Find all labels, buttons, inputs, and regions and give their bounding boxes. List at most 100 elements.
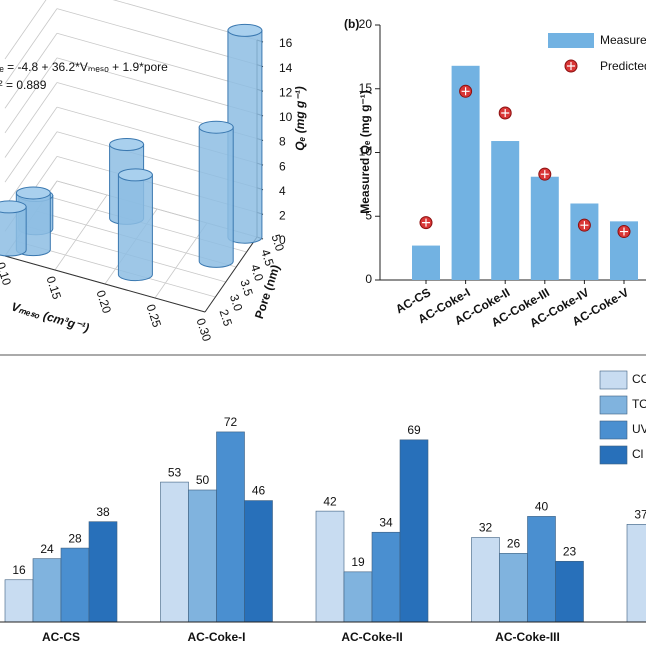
grid-line [112,0,258,41]
y-tick-label: 5.0 [269,233,288,254]
value-label: 24 [40,542,54,556]
y-tick-label: 3.5 [237,278,256,299]
marker-cross [461,87,470,96]
value-label: 72 [224,415,238,429]
marker-cross [620,227,628,236]
x-tick-label: AC-Coke-II [341,630,402,644]
value-label: 16 [12,563,26,577]
cylinder-top [0,200,27,214]
z-tick-label: 12 [279,85,293,99]
y-axis [204,236,258,313]
bar [399,439,429,623]
x-tick-label: AC-Coke-III [495,630,560,644]
y-tick-label: 20 [359,17,373,31]
cylinder-body [0,206,27,257]
marker-cross [580,221,589,230]
bar [4,579,34,623]
y-tick-label: 3.0 [227,293,246,314]
value-label: 37 [634,507,646,521]
bar [412,245,440,280]
annotation: Qₑ = -4.8 + 36.2*Vₘₑₛₒ + 1.9*pore [0,60,168,74]
predicted-marker [419,216,433,230]
grid-line [56,57,258,115]
cylinder-body [117,174,153,282]
cylinder-top [227,23,263,37]
bar [451,65,480,280]
y-tick-label: 4.5 [258,248,277,269]
z-tick-label: 4 [279,184,286,198]
cylinder-top [117,168,153,182]
x-tick-label: AC-Coke-I [187,630,245,644]
z-tick-label: 14 [279,61,293,75]
x-tick-label: 0.30 [194,316,215,343]
z-tick-label: 16 [279,36,293,50]
z-tick-label: 10 [279,110,293,124]
predicted-marker [459,84,473,98]
legend-label: UV [632,422,646,436]
predicted-marker [498,106,512,120]
z-axis-title: Qₑ (mg g⁻¹) [293,86,307,150]
x-tick-label: 0.20 [94,288,115,315]
predicted-marker [577,218,591,232]
cylinder [198,120,234,268]
grid-line [54,194,108,271]
cylinder-body [198,126,234,268]
bar [471,537,500,623]
x-tick-label: 0.15 [44,274,65,301]
legend-swatch [599,420,628,440]
grid-line [4,8,58,84]
legend-marker-cross [567,62,575,70]
predicted-marker [538,167,552,181]
value-label: 69 [407,423,421,437]
value-label: 34 [379,515,393,529]
legend-label: Predicted [600,59,646,73]
bar [555,560,584,623]
legend-label: TO [632,397,646,411]
legend-label: CO [632,372,646,386]
bar [499,553,528,623]
legend-swatch [599,370,628,390]
cylinder [227,23,263,244]
grid-line [4,106,58,183]
bar [527,516,556,623]
annotation: R² = 0.889 [0,78,47,92]
y-tick-label: 0 [365,272,372,286]
legend-label: Cl [632,447,643,461]
value-label: 38 [96,505,110,519]
marker-cross [422,218,430,227]
value-label: 42 [323,494,337,508]
value-label: 23 [563,544,577,558]
value-label: 53 [168,465,182,479]
grid-line [4,0,47,60]
grid-line [56,8,258,66]
cylinder-top [109,138,145,152]
cylinder-top [15,186,51,200]
y-tick-label: 10 [359,145,373,159]
y-axis-title: Measured Qₑ (mg g⁻¹) [358,90,372,214]
z-tick-label: 8 [279,135,286,149]
predicted-marker [617,225,631,239]
bar [32,558,62,623]
x-axis-title: Vₘₑₛₒ (cm³g⁻¹) [10,299,91,335]
x-tick-label: 0.25 [144,302,165,329]
legend-label: Measured [600,33,646,47]
cylinder [117,168,153,282]
value-label: 40 [535,500,549,514]
bar [60,547,90,623]
z-tick-label: 6 [279,159,286,173]
bar [371,531,401,623]
y-tick-label: 2.5 [217,308,236,329]
value-label: 46 [252,484,266,498]
value-label: 50 [196,473,210,487]
bar [188,489,217,623]
panel-label: (b) [344,17,359,31]
legend-swatch [599,395,628,415]
legend-swatch [548,33,594,48]
bar [626,524,646,623]
value-label: 32 [479,521,493,535]
grid-line [154,222,208,299]
y-tick-label: 5 [365,208,372,222]
marker-cross [540,170,549,179]
cylinder [0,200,27,257]
y-tick-label: 15 [359,81,373,95]
